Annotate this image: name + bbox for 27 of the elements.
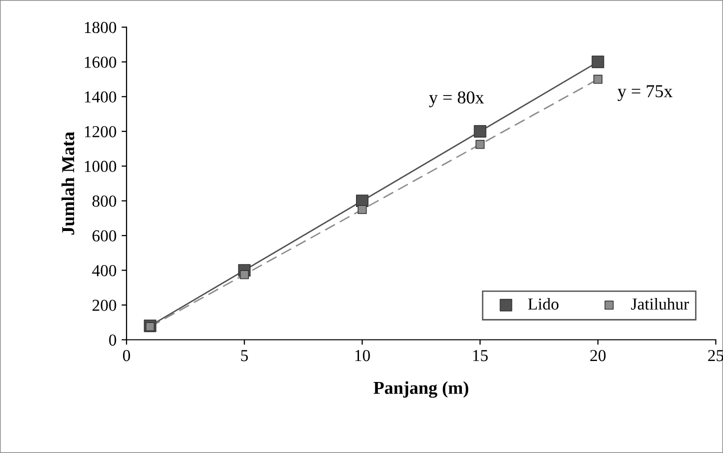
x-tick-label: 15 — [473, 350, 488, 362]
legend-label: Jatiluhur — [631, 298, 689, 310]
annotation: y = 75x — [618, 85, 672, 102]
x-tick-label: 5 — [241, 350, 248, 362]
y-tick-label: 800 — [92, 196, 116, 207]
y-tick-label: 1800 — [84, 22, 116, 34]
y-tick-label: 400 — [92, 264, 116, 276]
y-tick-label: 600 — [92, 230, 116, 242]
legend-label: Lido — [528, 298, 558, 310]
y-tick-label: 0 — [109, 334, 116, 346]
y-tick-label: 1600 — [84, 56, 116, 68]
x-axis-title: Panjang (m) — [374, 381, 468, 398]
x-tick-label: 0 — [122, 350, 130, 362]
annotation: y = 80x — [429, 91, 484, 108]
x-tick-label: 25 — [708, 350, 723, 362]
x-tick-label: 20 — [590, 350, 606, 362]
y-tick-label: 200 — [92, 300, 116, 311]
point — [476, 140, 485, 149]
x-tick-label: 10 — [355, 350, 370, 362]
point — [474, 125, 486, 138]
point — [592, 56, 604, 68]
y-axis-title: Jumlah Mata — [62, 132, 74, 235]
point — [358, 204, 367, 214]
y-tick-label: 1000 — [84, 160, 116, 172]
y-tick-label: 1400 — [84, 91, 116, 103]
y-tick-label: 1200 — [84, 126, 116, 138]
point — [593, 74, 602, 84]
